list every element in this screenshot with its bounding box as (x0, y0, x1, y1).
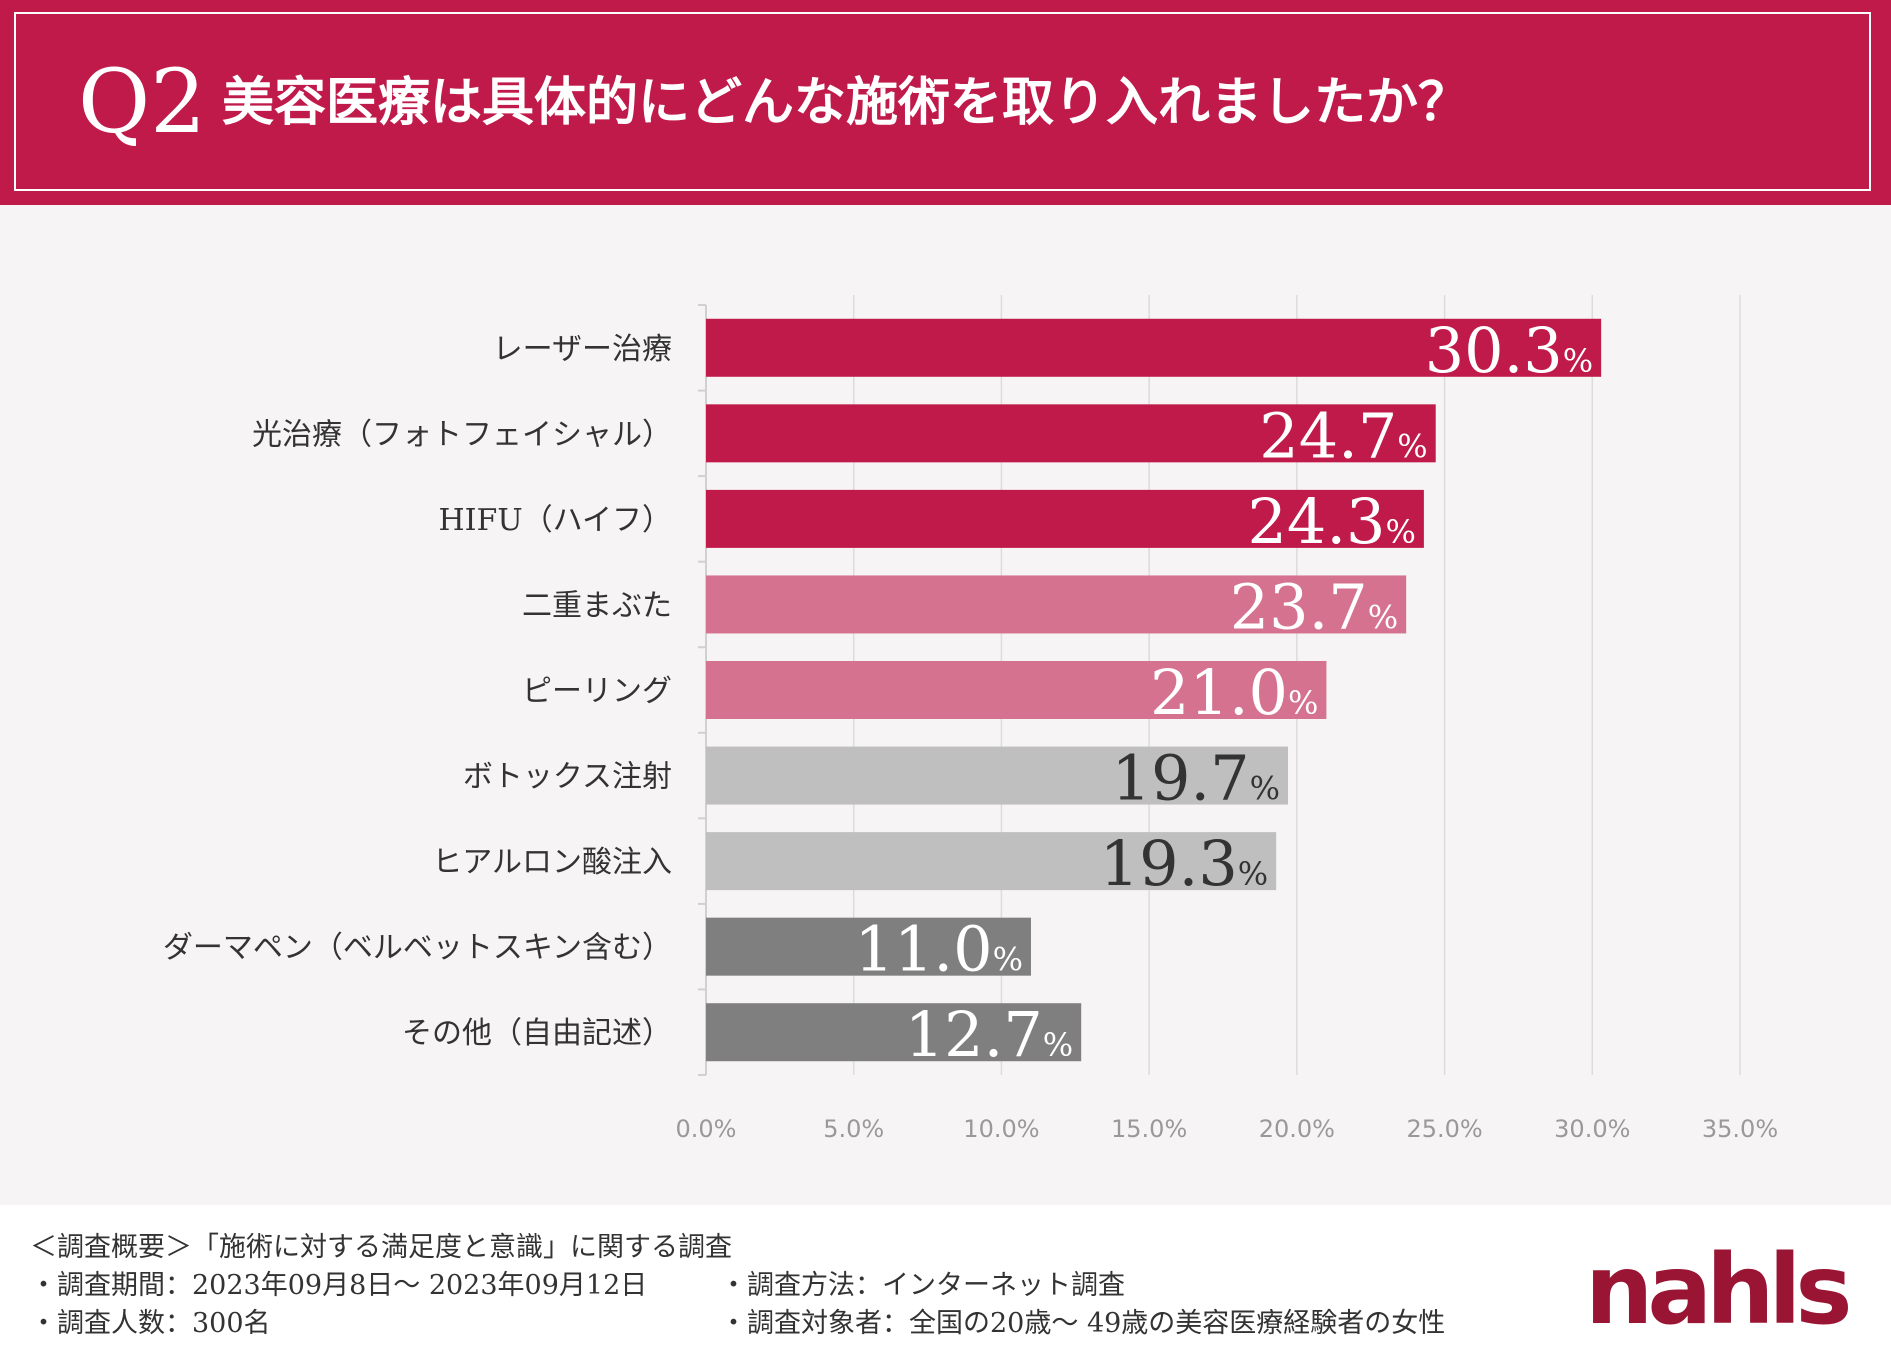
data-label-value: 21.0 (1150, 656, 1288, 729)
category-label: その他（自由記述） (402, 1016, 672, 1051)
bar-chart: 0.0% 5.0% 10.0% 15.0% 20.0% 25.0% 30.0% 35.0% レー… (163, 295, 1778, 1143)
data-label: 12.7% (905, 998, 1073, 1071)
nahls-logo: nahls (1585, 1234, 1853, 1346)
data-label-value: 24.7 (1259, 399, 1397, 472)
x-tick-label: 10.0% (963, 1115, 1039, 1143)
data-label: 24.7% (1259, 399, 1427, 472)
header-banner: Q2 美容医療は具体的にどんな施術を取り入れましたか？ (0, 0, 1891, 205)
x-tick-label: 5.0% (823, 1115, 884, 1143)
data-label-unit: % (1397, 427, 1427, 465)
data-label: 24.3% (1247, 485, 1415, 558)
x-tick-label: 25.0% (1406, 1115, 1482, 1143)
bar (706, 832, 1277, 891)
data-label-value: 24.3 (1247, 485, 1385, 558)
category-label: ヒアルロン酸注入 (432, 845, 672, 880)
survey-summary: ＜調査概要＞「施術に対する満足度と意識」に関する調査 (30, 1232, 732, 1263)
data-label: 30.3% (1425, 314, 1593, 387)
bar (706, 404, 1436, 463)
category-label: 二重まぶた (522, 588, 672, 623)
data-label-unit: % (1043, 1026, 1073, 1064)
data-label: 11.0% (855, 913, 1023, 986)
bar (706, 746, 1288, 805)
data-label-value: 30.3 (1425, 314, 1563, 387)
x-tick-label: 0.0% (676, 1115, 737, 1143)
survey-target: ・調査対象者：全国の20歳～ 49歳の美容医療経験者の女性 (720, 1308, 1446, 1339)
survey-period: ・調査期間：2023年09月8日～ 2023年09月12日 (30, 1270, 648, 1301)
data-label: 19.7% (1112, 742, 1280, 815)
bar (706, 489, 1424, 548)
category-label: ダーマペン（ベルベットスキン含む） (163, 931, 672, 966)
data-label: 21.0% (1150, 656, 1318, 729)
data-label-unit: % (993, 941, 1023, 979)
x-tick-label: 35.0% (1702, 1115, 1778, 1143)
header-frame (14, 12, 1871, 191)
data-label-value: 19.3 (1100, 827, 1238, 900)
category-label: 光治療（フォトフェイシャル） (252, 417, 672, 452)
x-tick-label: 30.0% (1554, 1115, 1630, 1143)
data-label-value: 12.7 (905, 998, 1043, 1071)
data-label-unit: % (1250, 770, 1280, 808)
data-label-unit: % (1368, 598, 1398, 636)
data-label-unit: % (1238, 855, 1268, 893)
data-label-unit: % (1563, 342, 1593, 380)
category-label: HIFU（ハイフ） (438, 503, 672, 538)
category-label: レーザー治療 (493, 332, 672, 367)
footer: ＜調査概要＞「施術に対する満足度と意識」に関する調査 ・調査期間：2023年09… (0, 1205, 1891, 1350)
data-label-unit: % (1385, 513, 1415, 551)
category-label: ボトックス注射 (463, 760, 672, 795)
bar (706, 318, 1602, 377)
bar (706, 917, 1031, 976)
bar (706, 575, 1407, 634)
survey-count: ・調査人数：300名 (30, 1308, 271, 1339)
data-label: 19.3% (1100, 827, 1268, 900)
category-label: ピーリング (522, 674, 672, 709)
question-number: Q2 (78, 50, 207, 153)
data-label-value: 23.7 (1230, 570, 1368, 643)
data-label: 23.7% (1230, 570, 1398, 643)
bar (706, 1003, 1082, 1062)
data-label-value: 11.0 (855, 913, 993, 986)
question-title: 美容医療は具体的にどんな施術を取り入れましたか？ (222, 72, 1471, 133)
data-label-value: 19.7 (1112, 742, 1250, 815)
data-label-unit: % (1288, 684, 1318, 722)
survey-method: ・調査方法：インターネット調査 (720, 1270, 1125, 1301)
x-tick-label: 15.0% (1111, 1115, 1187, 1143)
chart-area: 0.0% 5.0% 10.0% 15.0% 20.0% 25.0% 30.0% 35.0% レー… (0, 205, 1891, 1205)
x-tick-label: 20.0% (1259, 1115, 1335, 1143)
bar (706, 661, 1327, 719)
